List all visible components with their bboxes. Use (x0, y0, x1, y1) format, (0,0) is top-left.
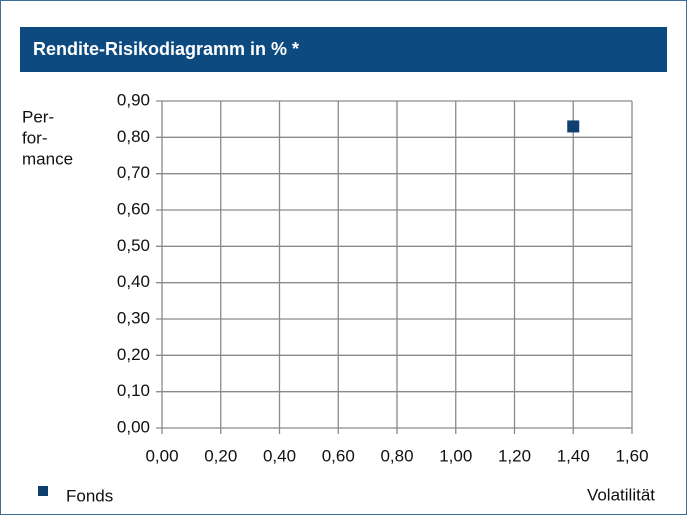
y-tick-label: 0,60 (117, 199, 150, 218)
x-tick-label: 1,20 (498, 446, 531, 465)
y-tick-label: 0,40 (117, 272, 150, 291)
y-tick-label: 0,00 (117, 417, 150, 436)
y-tick-label: 0,50 (117, 236, 150, 255)
y-tick-label: 0,80 (117, 127, 150, 146)
point (567, 120, 580, 133)
x-tick-label: 0,60 (322, 446, 355, 465)
x-axis-label: Volatilität (587, 485, 655, 504)
y-axis-label: for- (22, 128, 48, 147)
x-tick-label: 1,00 (439, 446, 472, 465)
y-tick-label: 0,90 (117, 90, 150, 109)
y-tick-label: 0,70 (117, 163, 150, 182)
legend-swatch (38, 486, 48, 496)
title-bar (20, 27, 667, 72)
y-axis-label: Per- (22, 107, 54, 126)
y-axis-label: mance (22, 149, 73, 168)
y-tick-label: 0,20 (117, 345, 150, 364)
x-tick-label: 0,40 (263, 446, 296, 465)
y-tick-label: 0,30 (117, 308, 150, 327)
x-tick-label: 0,20 (204, 446, 237, 465)
x-tick-label: 1,40 (557, 446, 590, 465)
y-tick-label: 0,10 (117, 381, 150, 400)
x-tick-label: 1,60 (615, 446, 648, 465)
x-tick-label: 0,80 (380, 446, 413, 465)
chart-title: Rendite-Risikodiagramm in % * (33, 39, 299, 59)
legend-label: Fonds (66, 486, 113, 505)
x-tick-label: 0,00 (145, 446, 178, 465)
